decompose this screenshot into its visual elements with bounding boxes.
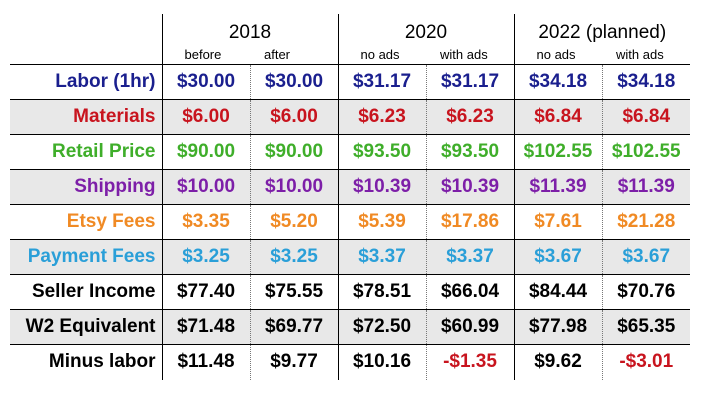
value-cell: $11.39 bbox=[602, 169, 690, 205]
value-cell: $72.50 bbox=[337, 309, 427, 345]
corner-cell bbox=[10, 14, 162, 44]
table-body: Labor (1hr) $30.00 $30.00 $31.17 $31.17 $34.1… bbox=[10, 64, 690, 380]
table-row: Seller Income $77.40 $75.55 $78.51 $66.04 $84… bbox=[10, 274, 690, 310]
table-row: Materials $6.00 $6.00 $6.23 $6.23 $6.84 $6.84 bbox=[10, 99, 690, 135]
value-cell: $6.23 bbox=[337, 99, 427, 135]
value-cell: $7.61 bbox=[513, 204, 603, 240]
value-cell: $90.00 bbox=[161, 134, 251, 170]
value-cell: $78.51 bbox=[337, 274, 427, 310]
value-cell: $6.84 bbox=[602, 99, 690, 135]
row-label: W2 Equivalent bbox=[10, 309, 162, 345]
value-cell: $10.00 bbox=[161, 169, 251, 205]
value-cell: $21.28 bbox=[602, 204, 690, 240]
value-cell: $6.00 bbox=[161, 99, 251, 135]
value-cell: $3.25 bbox=[161, 239, 251, 275]
col-header-with-ads-2020: with ads bbox=[440, 46, 488, 62]
value-cell: $3.35 bbox=[161, 204, 251, 240]
year-header-2022: 2022 (planned) bbox=[513, 14, 690, 44]
col-header-no-ads-2022: no ads bbox=[513, 44, 602, 65]
year-header-2020: 2020 bbox=[337, 14, 514, 44]
value-cell: $75.55 bbox=[250, 274, 338, 310]
value-cell: $17.86 bbox=[426, 204, 514, 240]
value-cell: $70.76 bbox=[602, 274, 690, 310]
value-cell: $93.50 bbox=[426, 134, 514, 170]
col-header-after: after bbox=[264, 46, 291, 62]
value-cell: $9.77 bbox=[270, 351, 318, 373]
col-header-before: before bbox=[161, 44, 250, 65]
value-cell: $9.62 bbox=[513, 344, 603, 380]
value-cell: $5.20 bbox=[250, 204, 338, 240]
table-row: Etsy Fees $3.35 $5.20 $5.39 $17.86 $7.61 $21.2… bbox=[10, 204, 690, 240]
table-row: W2 Equivalent $71.48 $69.77 $72.50 $60.99 $77… bbox=[10, 309, 690, 345]
value-cell: $6.00 bbox=[250, 99, 338, 135]
table-row: Payment Fees $3.25 $3.25 $3.37 $3.37 $3.67 $3.… bbox=[10, 239, 690, 275]
value-cell: $102.55 bbox=[602, 134, 690, 170]
table-row: Labor (1hr) $30.00 $30.00 $31.17 $31.17 $34.1… bbox=[10, 64, 690, 100]
row-label: Etsy Fees bbox=[10, 204, 162, 240]
value-cell: $10.16 bbox=[337, 344, 427, 380]
year-header-row: 2018 2020 2022 (planned) bbox=[10, 14, 690, 44]
price-breakdown-table: 2018 2020 2022 (planned) before after no… bbox=[10, 14, 690, 380]
value-cell: $77.40 bbox=[161, 274, 251, 310]
col-header-with-ads-2022: with ads bbox=[616, 46, 664, 62]
corner-cell-sub bbox=[10, 44, 162, 65]
table-row: Retail Price $90.00 $90.00 $93.50 $93.50 $102… bbox=[10, 134, 690, 170]
col-header-no-ads-2020: no ads bbox=[337, 44, 426, 65]
subheader-row: before after no ads with ads no ads with… bbox=[10, 44, 690, 65]
value-cell: $10.00 bbox=[250, 169, 338, 205]
value-cell: $90.00 bbox=[250, 134, 338, 170]
value-cell: $34.18 bbox=[602, 64, 690, 100]
value-cell: -$1.35 bbox=[443, 351, 497, 373]
value-cell: $3.67 bbox=[513, 239, 603, 275]
value-cell: $3.37 bbox=[337, 239, 427, 275]
value-cell: $60.99 bbox=[426, 309, 514, 345]
table-row: Shipping $10.00 $10.00 $10.39 $10.39 $11.39 $1… bbox=[10, 169, 690, 205]
value-cell: $10.39 bbox=[337, 169, 427, 205]
row-label: Seller Income bbox=[10, 274, 162, 310]
value-cell: $31.17 bbox=[337, 64, 427, 100]
value-cell: $5.39 bbox=[337, 204, 427, 240]
value-cell: -$3.01 bbox=[619, 351, 674, 373]
value-cell: $30.00 bbox=[161, 64, 251, 100]
value-cell: $3.25 bbox=[250, 239, 338, 275]
value-cell: $6.84 bbox=[513, 99, 603, 135]
value-cell: $34.18 bbox=[513, 64, 603, 100]
value-cell: $66.04 bbox=[426, 274, 514, 310]
year-header-2018: 2018 bbox=[161, 14, 338, 44]
row-label: Materials bbox=[10, 99, 162, 135]
value-cell: $71.48 bbox=[161, 309, 251, 345]
row-label: Payment Fees bbox=[10, 239, 162, 275]
value-cell: $31.17 bbox=[426, 64, 514, 100]
value-cell: $11.39 bbox=[513, 169, 603, 205]
row-label: Minus labor bbox=[48, 351, 156, 373]
value-cell: $102.55 bbox=[513, 134, 603, 170]
row-label: Labor (1hr) bbox=[10, 64, 162, 100]
value-cell: $84.44 bbox=[513, 274, 603, 310]
value-cell: $65.35 bbox=[602, 309, 690, 345]
row-label: Retail Price bbox=[10, 134, 162, 170]
value-cell: $10.39 bbox=[426, 169, 514, 205]
value-cell: $69.77 bbox=[250, 309, 338, 345]
value-cell: $3.67 bbox=[602, 239, 690, 275]
value-cell: $77.98 bbox=[513, 309, 603, 345]
row-label: Shipping bbox=[10, 169, 162, 205]
value-cell: $93.50 bbox=[337, 134, 427, 170]
value-cell: $11.48 bbox=[161, 344, 251, 380]
value-cell: $6.23 bbox=[426, 99, 514, 135]
table-row: Minus labor $11.48 $9.77 $10.16 -$1.35 $9.62-… bbox=[10, 344, 690, 380]
value-cell: $3.37 bbox=[426, 239, 514, 275]
value-cell: $30.00 bbox=[250, 64, 338, 100]
